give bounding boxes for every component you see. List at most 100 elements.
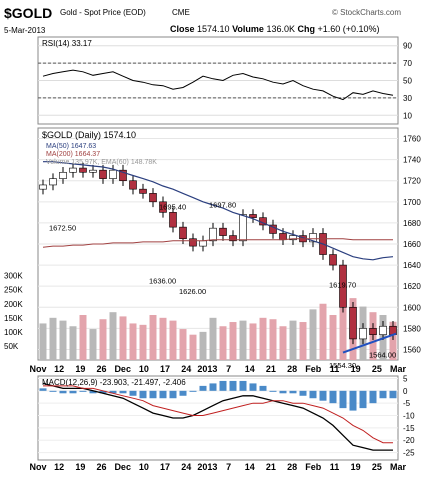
- volume-bar: [169, 320, 177, 360]
- candle-body: [249, 214, 257, 218]
- chg-label: Chg: [297, 24, 316, 34]
- volume-bar: [249, 323, 257, 360]
- candle-body: [309, 233, 317, 243]
- macd-tick-label: -5: [403, 399, 411, 408]
- x-axis-label: Dec: [114, 364, 131, 374]
- volume-label: Volume: [232, 24, 264, 34]
- price-tick-label: 1760: [403, 135, 421, 144]
- price-annotation: 1626.00: [179, 287, 206, 296]
- price-annotation: 1636.00: [149, 277, 176, 286]
- x-axis-label: 2013: [197, 462, 217, 472]
- price-tick-label: 1600: [403, 303, 421, 312]
- x-axis-label: Nov: [29, 462, 46, 472]
- volume-bar: [39, 323, 47, 360]
- volume-bar: [279, 326, 287, 360]
- macd-histogram-bar: [219, 380, 227, 391]
- volume-bar: [289, 320, 297, 360]
- macd-histogram-bar: [59, 390, 67, 394]
- price-tick-label: 1720: [403, 177, 421, 186]
- macd-histogram-bar: [269, 390, 277, 392]
- macd-histogram-bar: [359, 390, 367, 409]
- candle-body: [329, 254, 337, 266]
- volume-bar: [389, 321, 397, 360]
- volume-bar: [149, 315, 157, 360]
- macd-histogram-bar: [259, 385, 267, 391]
- x-axis-label: Nov: [29, 364, 46, 374]
- candle-body: [139, 188, 147, 194]
- x-axis-label: 26: [97, 364, 107, 374]
- macd-histogram-bar: [169, 390, 177, 399]
- macd-label: MACD(12,26,9) -23.903, -21.497, -2.406: [42, 378, 186, 387]
- volume-bar: [239, 320, 247, 360]
- macd-histogram-bar: [199, 385, 207, 391]
- x-axis-label: 10: [139, 462, 149, 472]
- candle-body: [339, 264, 347, 308]
- macd-histogram-bar: [299, 390, 307, 396]
- candle-body: [229, 235, 237, 242]
- volume-tick-label: 200K: [4, 300, 23, 309]
- ma50-line: [43, 161, 394, 261]
- candle-body: [189, 238, 197, 247]
- volume-bar: [179, 329, 187, 360]
- close-label: Close: [170, 24, 195, 34]
- x-axis-label: 28: [287, 462, 297, 472]
- chg-value: +1.60 (+0.10%): [317, 24, 380, 34]
- volume-bar: [259, 317, 267, 360]
- x-axis-label: Feb: [305, 364, 322, 374]
- volume-bar: [119, 316, 127, 360]
- x-axis-label: Mar: [390, 462, 407, 472]
- volume-bar: [229, 322, 237, 360]
- rsi-tick-label: 30: [403, 94, 412, 103]
- macd-tick-label: -20: [403, 436, 415, 445]
- macd-histogram-bar: [289, 390, 297, 394]
- macd-histogram-bar: [129, 390, 137, 396]
- candle-body: [349, 306, 357, 340]
- candle-body: [279, 233, 287, 241]
- x-axis-label: 17: [160, 364, 170, 374]
- x-axis-label: 19: [75, 462, 85, 472]
- candle-body: [239, 214, 247, 242]
- volume-bar: [189, 334, 197, 360]
- macd-histogram-bar: [69, 390, 77, 394]
- source-credit: © StockCharts.com: [332, 8, 402, 17]
- rsi-tick-label: 10: [403, 111, 412, 120]
- candle-body: [49, 178, 57, 186]
- price-annotation: 1697.80: [209, 200, 236, 209]
- x-axis-label: 12: [54, 462, 64, 472]
- volume-tick-label: 150K: [4, 314, 23, 323]
- macd-histogram-bar: [49, 390, 57, 392]
- price-legend-entry: Volume 135.97K, EMA(60) 148.78K: [46, 159, 157, 166]
- x-axis-label: 24: [181, 462, 191, 472]
- price-tick-label: 1560: [403, 345, 421, 354]
- volume-bar: [69, 326, 77, 360]
- price-annotation: 1695.40: [159, 202, 186, 211]
- candle-body: [109, 169, 117, 179]
- macd-tick-label: -10: [403, 412, 415, 421]
- volume-bar: [219, 326, 227, 360]
- price-legend-entry: MA(200) 1664.37: [46, 151, 100, 158]
- x-axis-label: 24: [181, 364, 191, 374]
- price-tick-label: 1640: [403, 261, 421, 270]
- macd-tick-label: 0: [403, 387, 408, 396]
- macd-signal-line: [43, 385, 393, 444]
- macd-histogram-bar: [39, 388, 47, 391]
- candle-body: [179, 226, 187, 240]
- volume-bar: [339, 292, 347, 360]
- candle-body: [59, 171, 67, 179]
- price-annotation: 1554.30: [329, 361, 356, 370]
- rsi-tick-label: 90: [403, 42, 412, 51]
- ma200-line: [42, 238, 393, 248]
- candle-body: [199, 240, 207, 247]
- candle-body: [99, 169, 107, 179]
- candle-body: [129, 180, 137, 190]
- macd-histogram-bar: [189, 390, 197, 392]
- price-annotation: 1672.50: [49, 223, 76, 232]
- candle-body: [269, 224, 277, 234]
- volume-bar: [309, 309, 317, 360]
- price-legend-entry: MA(50) 1647.63: [46, 143, 96, 150]
- price-tick-label: 1680: [403, 219, 421, 228]
- macd-histogram-bar: [309, 390, 317, 399]
- price-tick-label: 1620: [403, 282, 421, 291]
